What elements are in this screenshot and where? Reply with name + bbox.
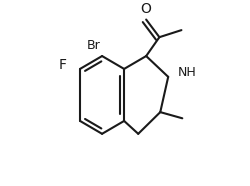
Text: O: O: [140, 2, 151, 16]
Text: NH: NH: [178, 66, 197, 79]
Text: F: F: [58, 58, 66, 72]
Text: Br: Br: [86, 39, 100, 52]
